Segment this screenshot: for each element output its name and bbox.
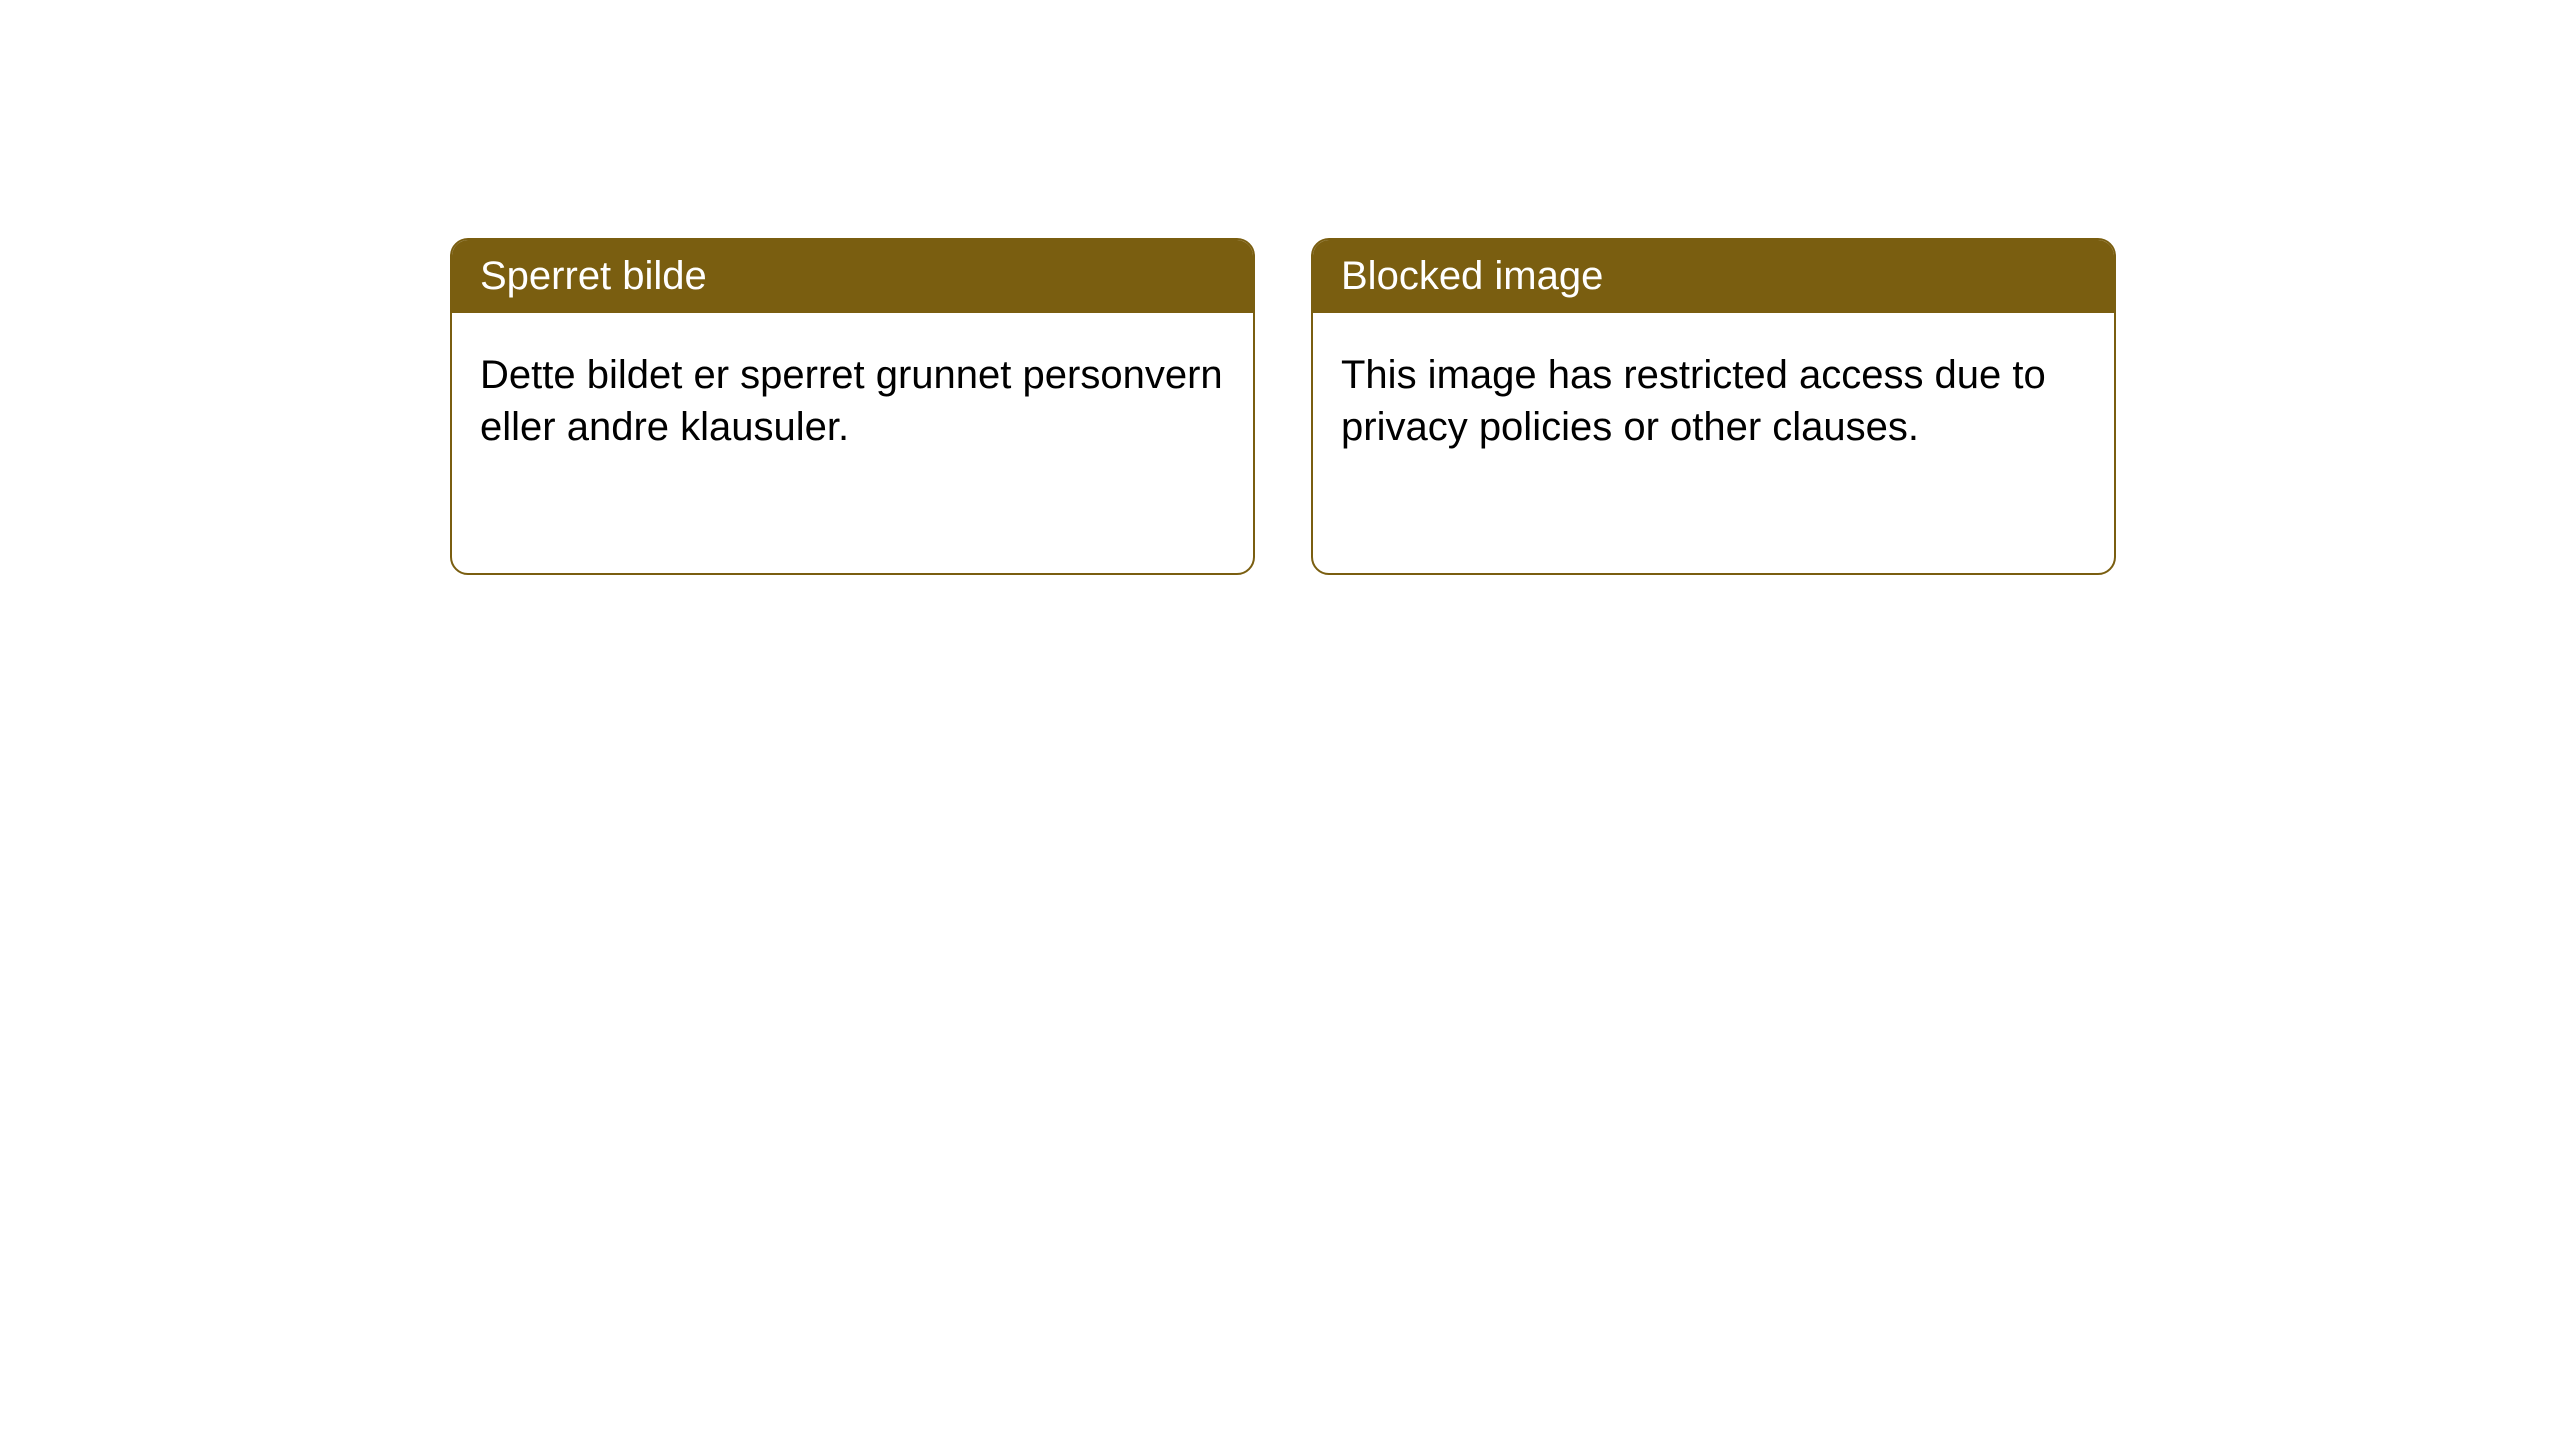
blocked-image-card-norwegian: Sperret bilde Dette bildet er sperret gr… xyxy=(450,238,1255,575)
cards-container: Sperret bilde Dette bildet er sperret gr… xyxy=(450,238,2116,575)
card-body: Dette bildet er sperret grunnet personve… xyxy=(452,313,1253,489)
card-title: Blocked image xyxy=(1341,254,1603,298)
blocked-image-card-english: Blocked image This image has restricted … xyxy=(1311,238,2116,575)
card-body-text: This image has restricted access due to … xyxy=(1341,353,2046,449)
card-body: This image has restricted access due to … xyxy=(1313,313,2114,489)
card-body-text: Dette bildet er sperret grunnet personve… xyxy=(480,353,1223,449)
card-header: Blocked image xyxy=(1313,240,2114,313)
card-title: Sperret bilde xyxy=(480,254,707,298)
card-header: Sperret bilde xyxy=(452,240,1253,313)
